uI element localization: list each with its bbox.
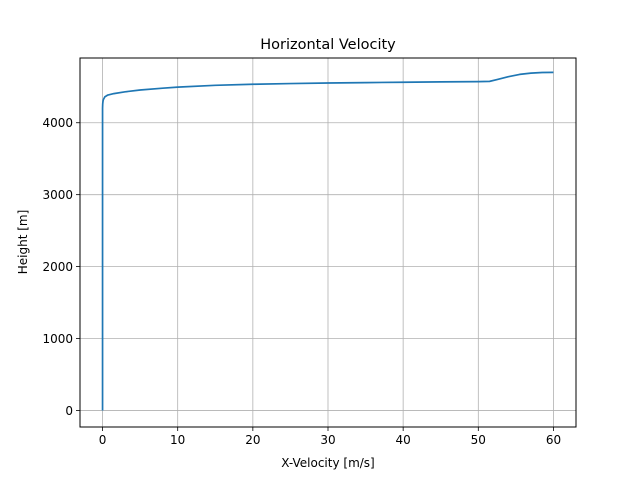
- y-axis-label: Height [m]: [16, 210, 30, 275]
- x-axis-label: X-Velocity [m/s]: [281, 456, 375, 470]
- x-tick-label: 30: [320, 433, 335, 447]
- y-axis: 0 1000 2000 3000 4000: [42, 116, 80, 418]
- x-tick-label: 50: [471, 433, 486, 447]
- chart-title: Horizontal Velocity: [260, 37, 396, 53]
- y-tick-label: 2000: [42, 260, 73, 274]
- series-line: [101, 71, 554, 411]
- y-tick-label: 1000: [42, 332, 73, 346]
- grid: [80, 58, 576, 427]
- x-tick-label: 10: [170, 433, 185, 447]
- y-tick-label: 3000: [42, 188, 73, 202]
- x-axis: 0 10 20 30 40 50 60: [99, 427, 561, 447]
- x-tick-label: 40: [396, 433, 411, 447]
- y-tick-label: 0: [65, 404, 73, 418]
- x-tick-label: 20: [245, 433, 260, 447]
- x-tick-label: 60: [546, 433, 561, 447]
- y-tick-label: 4000: [42, 116, 73, 130]
- x-tick-label: 0: [99, 433, 107, 447]
- series-layer: [101, 71, 554, 411]
